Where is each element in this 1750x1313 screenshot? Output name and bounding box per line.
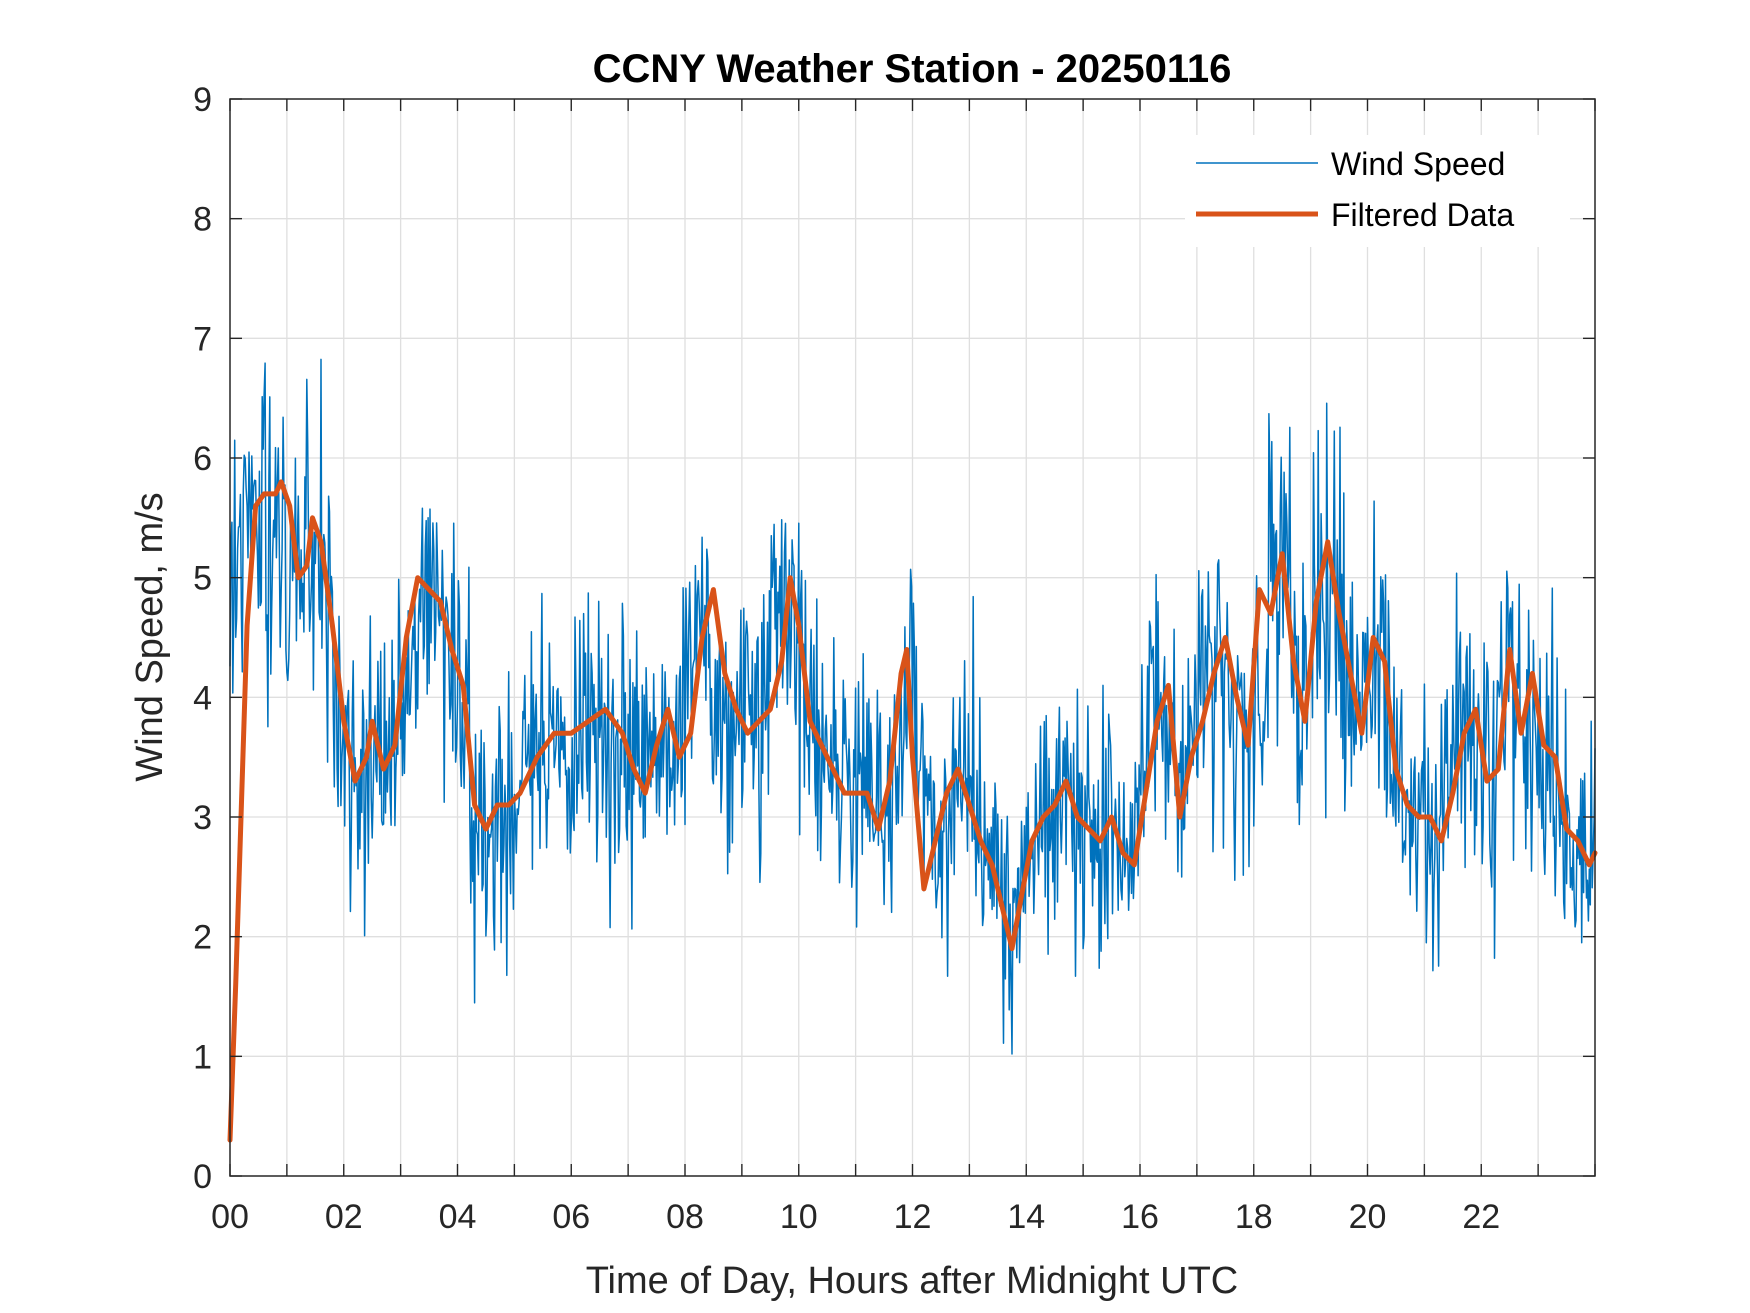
x-tick-label: 14 xyxy=(1007,1198,1045,1236)
y-axis-label: Wind Speed, m/s xyxy=(129,492,171,781)
x-tick-label: 02 xyxy=(325,1198,363,1236)
legend-label-filtered-data: Filtered Data xyxy=(1331,197,1514,233)
y-tick-label: 0 xyxy=(193,1158,212,1196)
x-tick-label: 20 xyxy=(1349,1198,1387,1236)
x-axis-label: Time of Day, Hours after Midnight UTC xyxy=(586,1260,1239,1302)
x-tick-label: 16 xyxy=(1121,1198,1159,1236)
chart-title: CCNY Weather Station - 20250116 xyxy=(593,47,1232,91)
y-tick-label: 7 xyxy=(193,320,212,358)
x-tick-label: 08 xyxy=(666,1198,704,1236)
y-tick-label: 1 xyxy=(193,1038,212,1076)
x-tick-label: 00 xyxy=(211,1198,249,1236)
y-tick-label: 3 xyxy=(193,799,212,837)
y-tick-label: 4 xyxy=(193,679,212,717)
series-layer xyxy=(227,358,1598,1143)
x-tick-label: 18 xyxy=(1235,1198,1273,1236)
x-tick-label: 10 xyxy=(780,1198,818,1236)
y-tick-label: 6 xyxy=(193,440,212,478)
y-tick-label: 9 xyxy=(193,81,212,119)
x-tick-label: 12 xyxy=(894,1198,932,1236)
legend-box xyxy=(1185,135,1570,247)
y-tick-label: 5 xyxy=(193,560,212,598)
series-line-filtered-data xyxy=(227,479,1598,1143)
x-tick-label: 22 xyxy=(1462,1198,1500,1236)
x-tick-label: 04 xyxy=(439,1198,477,1236)
y-tick-label: 8 xyxy=(193,201,212,239)
legend-label-wind-speed: Wind Speed xyxy=(1331,146,1505,182)
x-tick-label: 06 xyxy=(552,1198,590,1236)
legend: Wind Speed Filtered Data xyxy=(1185,135,1570,247)
y-tick-label: 2 xyxy=(193,919,212,957)
